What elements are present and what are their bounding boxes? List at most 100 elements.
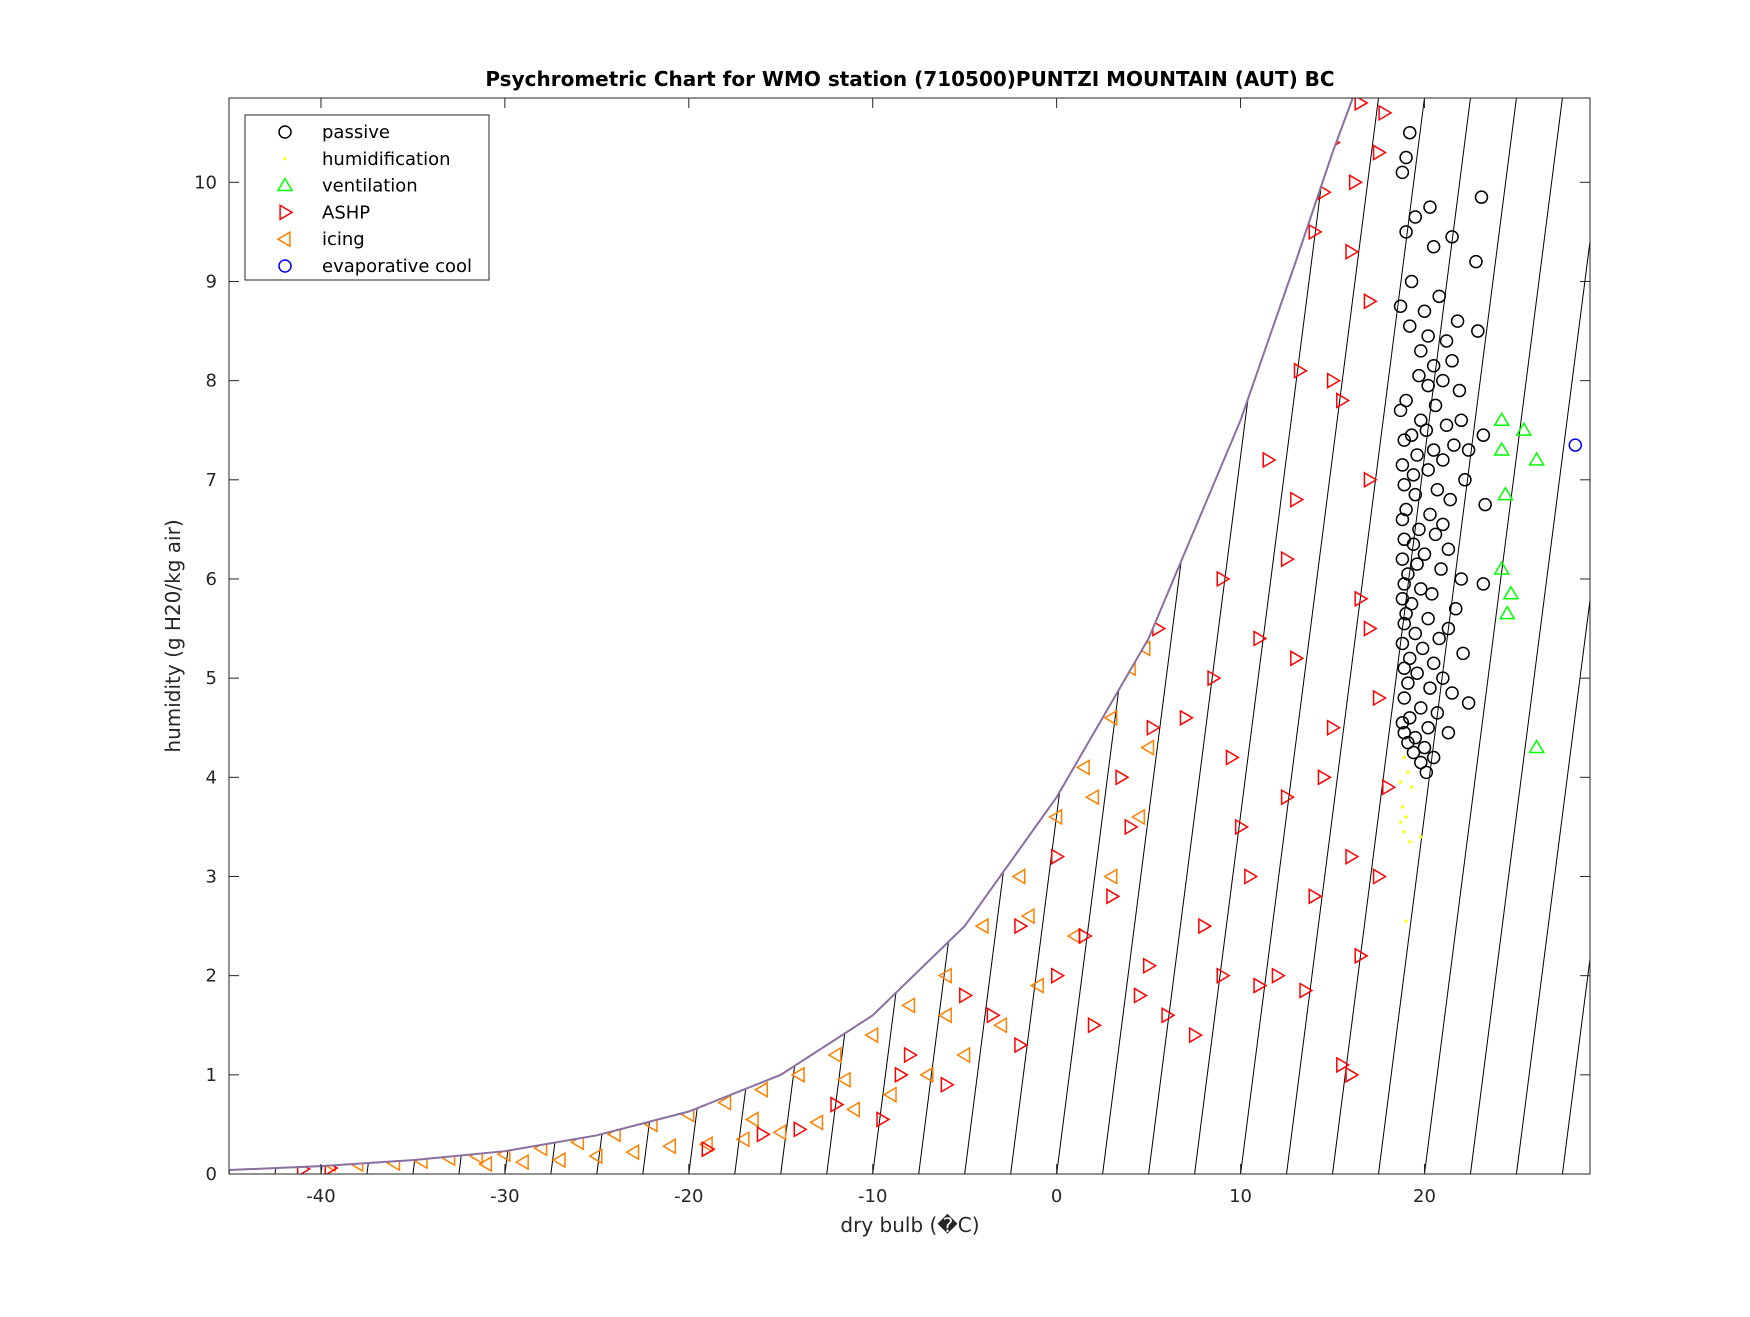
data-point-ashp	[1280, 788, 1296, 806]
data-point-passive	[1426, 359, 1441, 373]
enthalpy-line	[1561, 954, 1590, 1174]
data-point-icing	[836, 1071, 851, 1089]
data-point-passive	[1452, 383, 1467, 398]
data-point-passive	[1426, 656, 1441, 671]
data-point-icing	[744, 1111, 759, 1128]
y-tick-label: 6	[206, 569, 217, 590]
data-point-ashp	[1216, 570, 1231, 588]
data-point-ashp	[1308, 223, 1323, 241]
data-point-passive	[1421, 611, 1435, 626]
data-point-icing	[1048, 808, 1063, 826]
data-point-passive	[1456, 646, 1470, 661]
data-point-ashp	[1299, 982, 1314, 999]
enthalpy-line	[1377, 98, 1517, 1174]
data-point-ventilation	[1502, 585, 1520, 600]
series-icing	[321, 610, 1155, 1173]
y-tick-label: 9	[206, 271, 217, 292]
data-point-passive	[1454, 572, 1469, 586]
data-point-passive	[1421, 463, 1435, 477]
data-point-icing	[901, 997, 916, 1014]
y-tick-label: 5	[206, 668, 217, 689]
saturation-curve	[229, 98, 1354, 1172]
enthalpy-line	[1286, 98, 1425, 1174]
data-point-ashp	[1345, 243, 1360, 261]
data-point-ashp	[701, 1140, 716, 1158]
data-point-ashp	[1161, 1007, 1176, 1024]
data-point-icing	[717, 1094, 732, 1111]
legend-label: ventilation	[322, 176, 418, 197]
data-point-ashp	[1354, 590, 1369, 608]
data-point-passive	[1403, 319, 1417, 333]
series-evaporative-cool	[1568, 438, 1583, 452]
data-point-ashp	[1336, 1056, 1351, 1074]
data-point-passive	[1397, 691, 1411, 705]
data-point-icing	[937, 967, 952, 984]
data-point-icing	[992, 1016, 1008, 1034]
x-tick-label: -20	[674, 1186, 703, 1207]
legend-label: icing	[322, 229, 365, 250]
data-point-ashp	[959, 987, 974, 1004]
legend-marker	[278, 259, 292, 273]
data-point-passive	[1447, 438, 1461, 452]
data-point-ashp	[1378, 104, 1393, 122]
data-point-passive	[1404, 274, 1419, 289]
data-point-passive	[1430, 482, 1445, 497]
data-point-icing	[937, 1007, 952, 1024]
data-point-passive	[1417, 304, 1432, 318]
data-point-icing	[772, 1124, 787, 1141]
x-tick-label: -30	[490, 1186, 519, 1207]
legend-marker	[276, 177, 294, 192]
data-point-icing	[827, 1046, 842, 1064]
data-point-ashp	[1317, 769, 1332, 786]
data-point-ashp	[1050, 967, 1066, 984]
data-point-ashp	[1345, 1066, 1360, 1084]
y-axis-label: humidity (g H20/kg air)	[161, 519, 185, 752]
data-point-humidification	[1406, 770, 1410, 774]
data-point-passive	[1401, 676, 1415, 690]
data-point-ashp	[1078, 927, 1093, 945]
data-point-humidification	[1404, 919, 1408, 923]
data-point-passive	[1403, 711, 1417, 725]
data-point-passive	[1421, 329, 1435, 343]
data-point-icing	[1020, 907, 1035, 925]
x-axis-label: dry bulb (�C)	[840, 1213, 979, 1237]
data-point-passive	[1395, 552, 1410, 566]
enthalpy-line	[1423, 98, 1563, 1174]
data-point-passive	[1412, 368, 1426, 383]
legend-item-passive: passive	[278, 122, 390, 143]
data-point-ventilation	[1493, 441, 1511, 456]
data-point-ashp	[1198, 917, 1213, 935]
data-point-passive	[1426, 443, 1441, 457]
saturation-mask	[229, 98, 1353, 1171]
data-point-icing	[919, 1066, 934, 1084]
data-point-passive	[1410, 557, 1424, 571]
x-tick-label: 20	[1413, 1186, 1436, 1207]
data-point-ashp	[1014, 917, 1029, 935]
data-point-ashp	[1290, 491, 1305, 508]
data-point-passive	[1478, 497, 1492, 512]
data-point-icing	[514, 1153, 529, 1171]
legend-item-ashp: ASHP	[279, 202, 370, 223]
legend-label: humidification	[322, 149, 451, 170]
data-point-passive	[1426, 750, 1441, 765]
data-point-icing	[809, 1114, 824, 1131]
data-point-passive	[1445, 354, 1459, 368]
data-point-passive	[1404, 597, 1419, 611]
y-tick-label: 2	[206, 966, 217, 987]
series-ventilation	[1493, 411, 1545, 754]
legend-marker	[278, 125, 292, 139]
data-point-passive	[1399, 606, 1413, 621]
data-point-humidification	[1419, 835, 1423, 839]
data-point-icing	[661, 1137, 677, 1155]
data-point-icing	[1103, 709, 1118, 727]
data-point-ashp	[1382, 778, 1397, 796]
data-point-humidification	[1408, 840, 1412, 844]
enthalpy-line	[1746, 98, 1750, 1174]
data-point-ashp	[1326, 719, 1341, 737]
data-point-icing	[864, 1026, 879, 1044]
y-tick-label: 1	[206, 1065, 217, 1086]
data-point-icing	[1011, 868, 1026, 885]
x-tick-label: 0	[1051, 1186, 1062, 1207]
data-point-passive	[1434, 562, 1448, 576]
data-point-passive	[1397, 661, 1411, 675]
